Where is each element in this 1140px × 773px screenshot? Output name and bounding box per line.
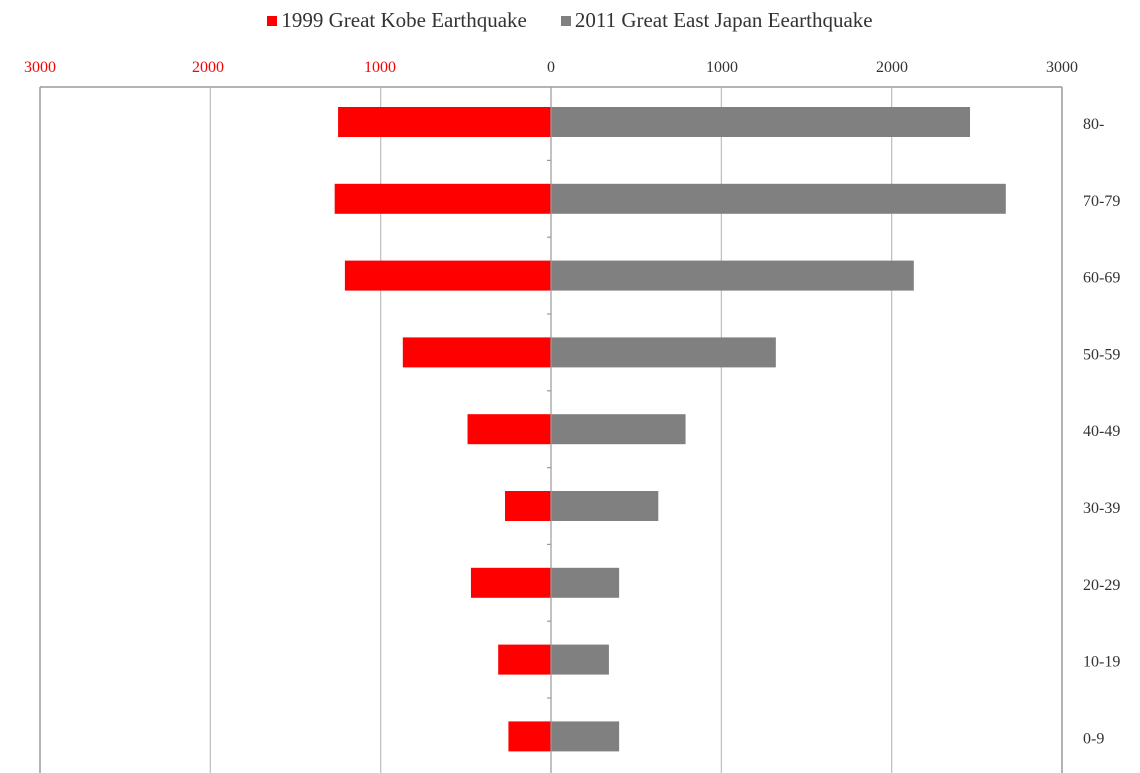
- legend: 1999 Great Kobe Earthquake 2011 Great Ea…: [0, 8, 1140, 33]
- category-label: 20-29: [1083, 577, 1120, 594]
- legend-item-east-japan: 2011 Great East Japan Eearthquake: [560, 8, 873, 33]
- top-tick-label-right: 2000: [876, 59, 908, 76]
- top-tick-label-left: 1000: [364, 59, 396, 76]
- category-label: 60-69: [1083, 270, 1120, 287]
- top-tick-label-left: 3000: [24, 59, 56, 76]
- bar-east-japan-2029: [551, 567, 620, 598]
- bar-east-japan-7079: [551, 183, 1006, 214]
- top-tick-label-left: 2000: [192, 59, 224, 76]
- bars: [334, 107, 1006, 752]
- top-tick-label-right: 0: [547, 59, 555, 76]
- category-label: 0-9: [1083, 730, 1104, 747]
- category-label: 10-19: [1083, 654, 1120, 671]
- bar-kobe-5059: [402, 337, 551, 368]
- bar-east-japan-09: [551, 721, 620, 752]
- bar-kobe-3039: [505, 491, 551, 521]
- top-tick-label-right: 3000: [1046, 59, 1078, 76]
- legend-swatch-kobe: [267, 15, 278, 26]
- category-label: 40-49: [1083, 423, 1120, 440]
- bar-east-japan-4049: [551, 414, 686, 445]
- legend-item-kobe: 1999 Great Kobe Earthquake: [267, 8, 527, 33]
- legend-label-east-japan: 2011 Great East Japan Eearthquake: [574, 8, 873, 32]
- bar-east-japan-6069: [551, 260, 914, 291]
- bar-east-japan-5059: [551, 337, 776, 368]
- bar-kobe-1019: [498, 644, 551, 675]
- category-label: 30-39: [1083, 500, 1120, 517]
- bar-east-japan-3039: [551, 491, 659, 521]
- category-label: 80-: [1083, 116, 1104, 133]
- category-label: 50-59: [1083, 346, 1120, 363]
- top-tick-label-right: 1000: [706, 59, 738, 76]
- legend-swatch-east-japan: [560, 15, 571, 26]
- axis: 3000 2000 1000 0 1000 2000 3000 80- 70-79 60-69 50…: [24, 59, 1120, 773]
- bar-east-japan-1019: [551, 644, 609, 675]
- bar-kobe-6069: [344, 260, 551, 291]
- bar-kobe-80: [338, 107, 551, 137]
- category-label: 70-79: [1083, 193, 1120, 210]
- bar-east-japan-80: [551, 107, 971, 137]
- legend-label-kobe: 1999 Great Kobe Earthquake: [281, 8, 527, 32]
- bar-kobe-7079: [334, 183, 551, 214]
- bar-kobe-2029: [470, 567, 551, 598]
- bar-kobe-4049: [467, 414, 551, 445]
- bar-kobe-09: [508, 721, 551, 752]
